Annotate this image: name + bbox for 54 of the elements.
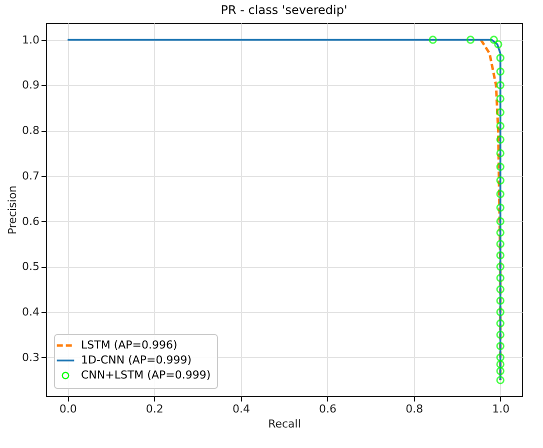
y-tick-label: 0.4 bbox=[22, 306, 40, 319]
point bbox=[496, 136, 504, 144]
y-tick-label: 0.9 bbox=[22, 78, 40, 92]
x-tick-label: 0.4 bbox=[232, 402, 250, 416]
y-tick-label: 0.6 bbox=[22, 214, 40, 228]
point bbox=[496, 94, 504, 103]
point bbox=[496, 319, 504, 328]
point bbox=[496, 285, 504, 294]
point bbox=[496, 162, 504, 171]
legend-label: 1D-CNN (AP=0.999) bbox=[81, 354, 192, 366]
point bbox=[496, 122, 504, 130]
legend-label: CNN+LSTM (AP=0.999) bbox=[81, 368, 211, 382]
point bbox=[496, 149, 504, 158]
y-tick-label: 0.5 bbox=[22, 260, 40, 274]
x-tick-label: 1.0 bbox=[492, 402, 510, 416]
point bbox=[496, 240, 504, 248]
point bbox=[496, 330, 504, 339]
point bbox=[496, 217, 504, 226]
x-tick-label: 0.6 bbox=[319, 402, 337, 416]
point bbox=[466, 36, 475, 44]
y-tick-label: 1.0 bbox=[22, 33, 40, 46]
chart-title: PR - class 'severedip' bbox=[220, 3, 348, 17]
point bbox=[496, 108, 504, 116]
point bbox=[496, 274, 504, 282]
point bbox=[496, 204, 504, 212]
point bbox=[428, 36, 437, 44]
x-axis-title: Recall bbox=[268, 418, 301, 430]
point bbox=[496, 176, 504, 185]
point bbox=[496, 54, 504, 62]
point bbox=[496, 67, 504, 76]
point bbox=[496, 360, 504, 368]
y-tick-label: 0.7 bbox=[22, 169, 40, 182]
point bbox=[496, 251, 504, 260]
point bbox=[496, 190, 504, 198]
line-series bbox=[66, 38, 502, 382]
point bbox=[496, 353, 504, 362]
y-tick-label: 0.8 bbox=[22, 124, 40, 138]
line-series bbox=[480, 38, 502, 382]
point bbox=[494, 40, 502, 48]
point bbox=[496, 376, 504, 384]
x-tick-label: 0.2 bbox=[146, 402, 164, 416]
point bbox=[496, 228, 504, 237]
x-tick-label: 0.0 bbox=[59, 402, 77, 416]
point bbox=[490, 36, 498, 44]
point bbox=[496, 342, 504, 350]
point bbox=[496, 366, 504, 376]
point bbox=[496, 81, 504, 90]
legend-label: LSTM (AP=0.996) bbox=[81, 338, 178, 352]
y-tick-label: 0.3 bbox=[22, 350, 40, 364]
y-axis-title: Precision bbox=[6, 185, 20, 235]
x-tick-label: 0.8 bbox=[406, 402, 424, 416]
point bbox=[496, 262, 504, 271]
point bbox=[496, 296, 504, 305]
point bbox=[496, 308, 504, 316]
